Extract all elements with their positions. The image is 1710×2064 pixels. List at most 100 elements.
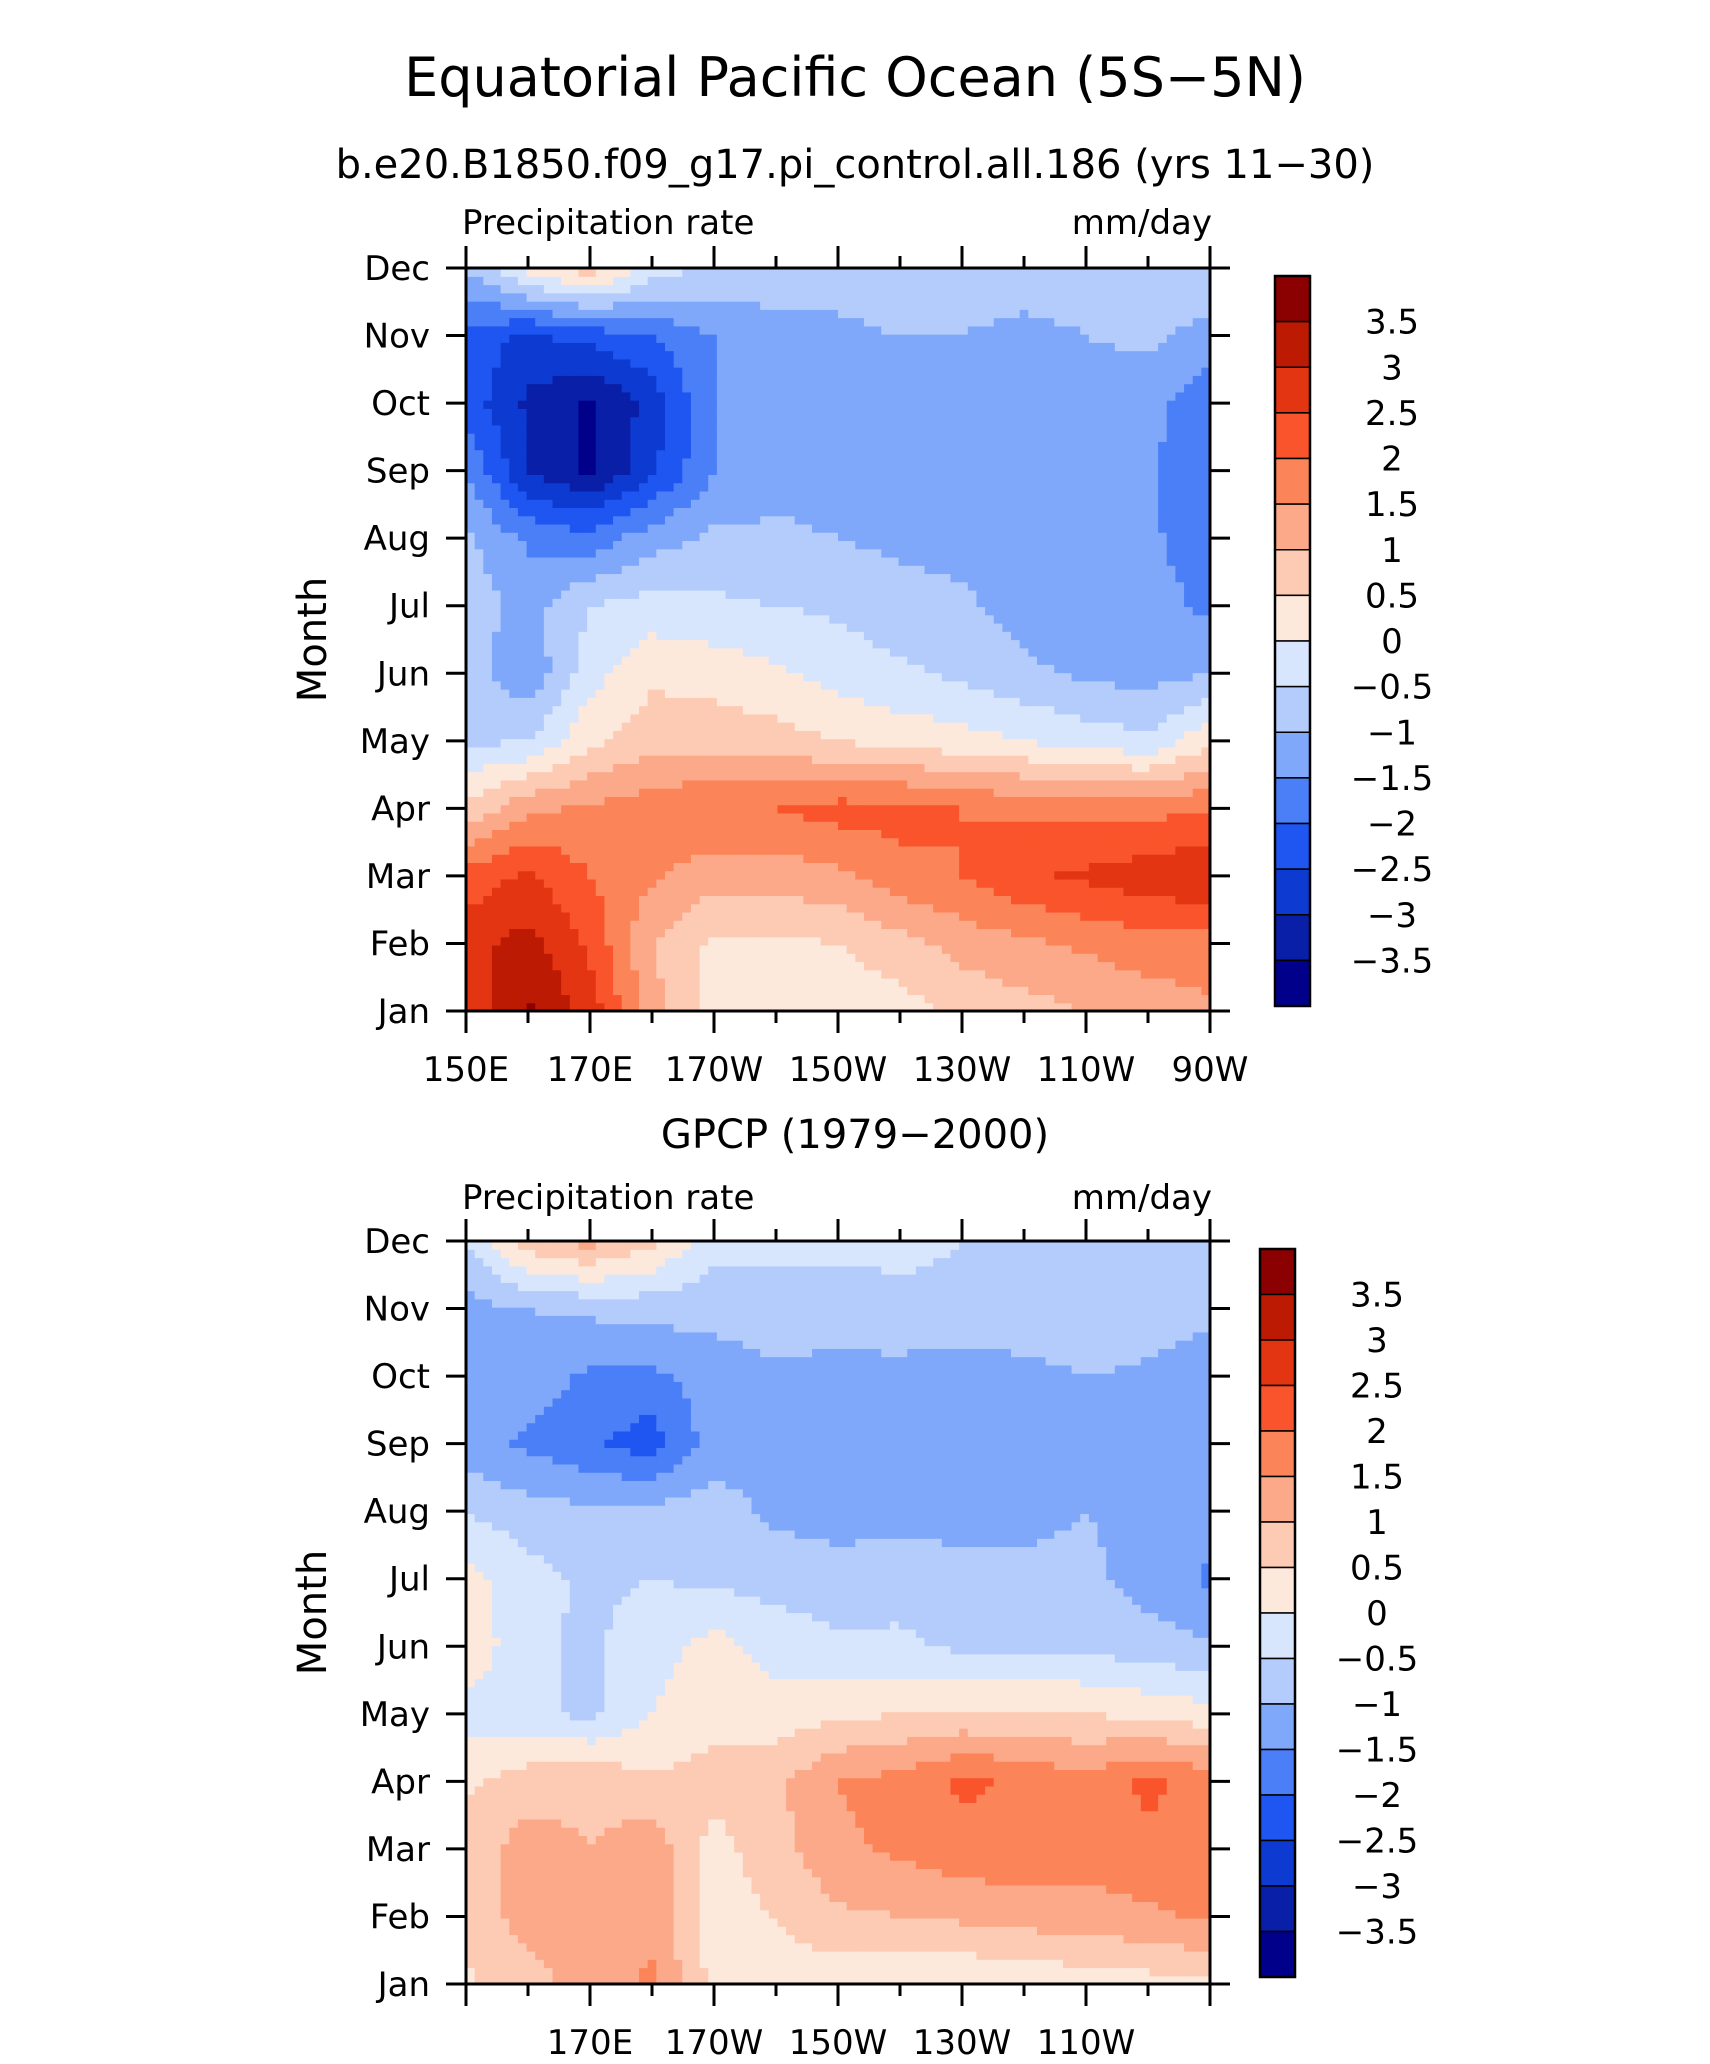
heat-cell <box>855 911 865 921</box>
heat-cell <box>1114 705 1125 715</box>
heat-cell <box>1088 622 1099 632</box>
heat-cell <box>569 1002 580 1011</box>
heat-cell <box>1002 887 1012 897</box>
heat-cell <box>933 829 943 839</box>
heat-cell <box>838 961 848 971</box>
heat-cell <box>569 647 580 657</box>
heat-cell <box>1140 771 1151 781</box>
heat-cell <box>829 614 839 624</box>
heat-cell <box>1166 755 1176 764</box>
heat-cell <box>1045 936 1055 946</box>
heat-cell <box>1088 763 1099 773</box>
heat-cell <box>812 746 822 756</box>
heat-cell <box>535 746 545 756</box>
heat-cell <box>1192 598 1202 608</box>
heat-cell <box>535 829 545 839</box>
heat-cell <box>1149 977 1159 987</box>
heat-cell <box>751 862 761 872</box>
heat-cell <box>491 730 502 740</box>
heat-cell <box>1175 804 1185 814</box>
heat-cell <box>898 920 908 930</box>
heat-cell <box>1071 532 1081 542</box>
heat-cell <box>1175 598 1185 608</box>
heat-cell <box>1175 920 1185 930</box>
heat-cell <box>491 994 502 1004</box>
heat-cell <box>500 788 510 797</box>
heat-cell <box>561 920 571 930</box>
heat-cell <box>976 911 986 921</box>
heat-cell <box>1028 647 1038 657</box>
heat-cell <box>1201 548 1210 558</box>
heat-cell <box>1132 837 1142 847</box>
heat-cell <box>466 581 476 591</box>
heat-cell <box>742 821 753 830</box>
heat-cell <box>656 656 666 665</box>
heat-cell <box>1184 837 1194 847</box>
heat-cell <box>993 779 1003 789</box>
heat-cell <box>716 829 727 839</box>
heat-cell <box>820 573 830 583</box>
heat-cell <box>742 969 753 979</box>
heat-cell <box>1062 713 1073 723</box>
heat-cell <box>838 994 848 1004</box>
heat-cell <box>708 573 718 583</box>
heat-cell <box>1114 548 1125 558</box>
heat-cell <box>794 680 804 690</box>
heat-cell <box>526 895 536 905</box>
heat-cell <box>1097 903 1107 913</box>
heat-cell <box>509 722 519 731</box>
heat-cell <box>863 573 874 583</box>
heat-cell <box>587 556 597 566</box>
heat-cell <box>760 821 770 830</box>
heat-cell <box>604 730 614 740</box>
heat-cell <box>872 722 882 731</box>
heat-cell <box>855 556 865 566</box>
heat-cell <box>967 763 978 773</box>
heat-cell <box>673 589 683 599</box>
heat-cell <box>708 788 718 797</box>
heat-cell <box>699 903 709 913</box>
heat-cell <box>578 540 588 550</box>
heat-cell <box>613 614 623 624</box>
heat-cell <box>673 887 683 897</box>
heat-cell <box>664 664 675 674</box>
heat-cell <box>1123 589 1133 599</box>
heat-cell <box>595 804 606 814</box>
heat-cell <box>1132 606 1142 616</box>
heat-cell <box>578 581 588 591</box>
heat-cell <box>578 631 588 641</box>
heat-cell <box>690 622 701 632</box>
heat-cell <box>768 622 779 632</box>
heat-cell <box>967 796 978 806</box>
heat-cell <box>967 878 978 888</box>
heat-cell <box>517 738 528 748</box>
heat-cell <box>838 664 848 674</box>
heat-cell <box>1132 936 1142 946</box>
heat-cell <box>595 614 606 624</box>
heat-cell <box>664 994 675 1004</box>
heat-cell <box>1071 631 1081 641</box>
heat-cell <box>881 713 891 723</box>
heat-cell <box>578 746 588 756</box>
heat-cell <box>621 532 631 542</box>
heat-cell <box>1123 680 1133 690</box>
heat-cell <box>491 862 502 872</box>
heat-cell <box>595 680 606 690</box>
heat-cell <box>1166 788 1176 797</box>
heat-cell <box>924 870 934 880</box>
heat-cell <box>1080 713 1090 723</box>
heat-cell <box>1140 870 1151 880</box>
heat-cell <box>526 565 536 575</box>
heat-cell <box>950 854 960 863</box>
heat-cell <box>639 697 649 707</box>
heat-cell <box>976 746 986 756</box>
heat-cell <box>1028 911 1038 921</box>
heat-cell <box>474 565 484 575</box>
heat-cell <box>587 845 597 855</box>
heat-cell <box>1019 532 1029 542</box>
heat-cell <box>1158 713 1168 723</box>
heat-cell <box>474 829 484 839</box>
heat-cell <box>1054 622 1064 632</box>
heat-cell <box>812 903 822 913</box>
heat-cell <box>985 763 995 773</box>
